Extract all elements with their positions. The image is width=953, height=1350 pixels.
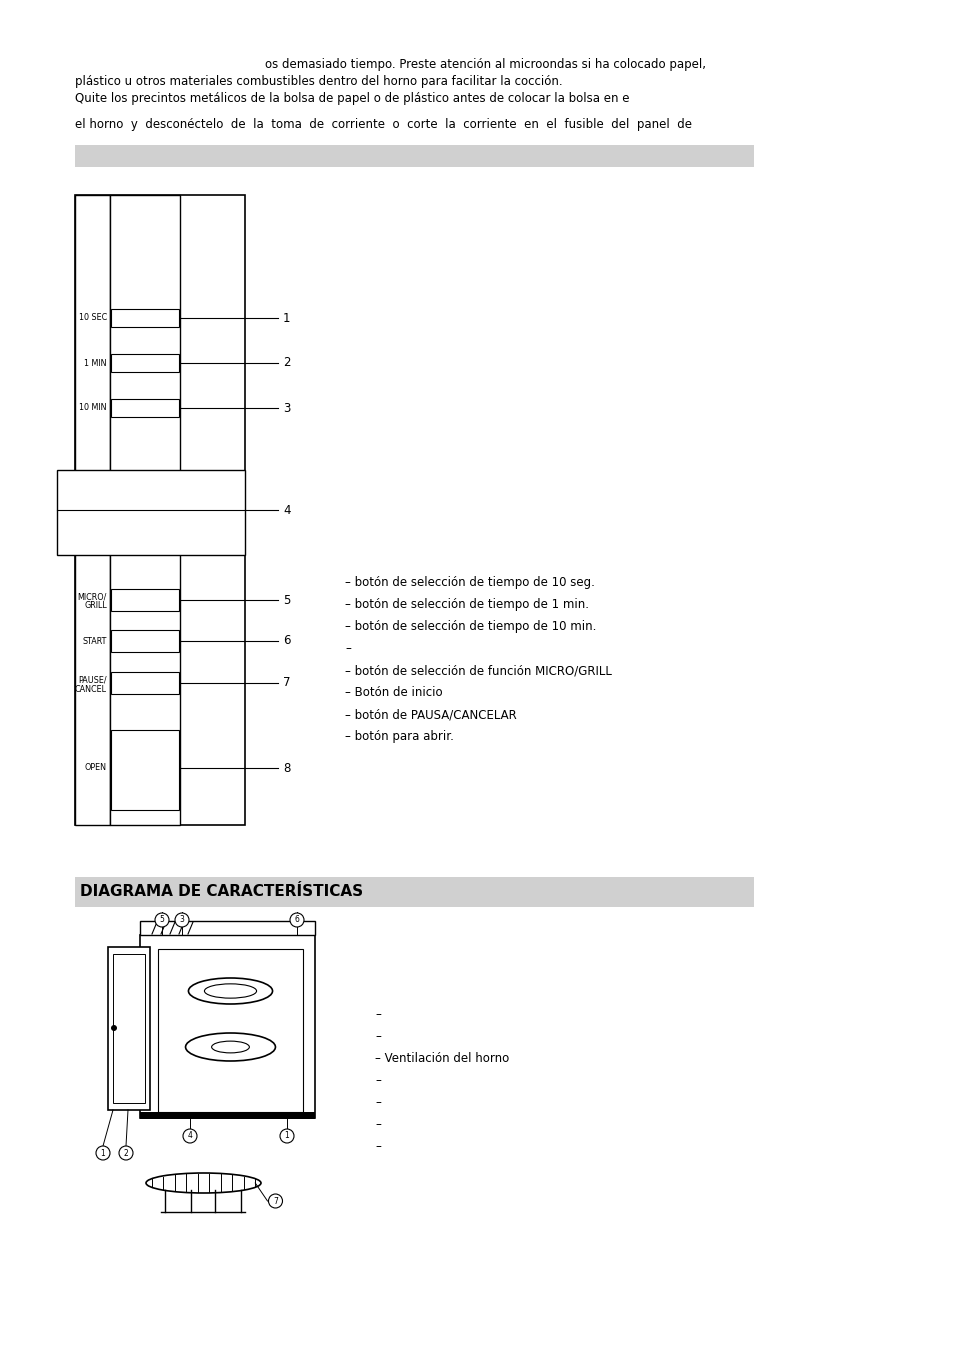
Bar xyxy=(75,144,753,167)
Text: 3: 3 xyxy=(283,401,290,414)
Circle shape xyxy=(290,913,304,927)
Circle shape xyxy=(280,1129,294,1143)
Circle shape xyxy=(111,1025,117,1031)
Text: – botón de selección de función MICRO/GRILL: – botón de selección de función MICRO/GR… xyxy=(345,664,611,676)
Text: 1: 1 xyxy=(100,1149,105,1157)
Text: –: – xyxy=(375,1030,380,1044)
Ellipse shape xyxy=(212,1041,249,1053)
Text: 10 MIN: 10 MIN xyxy=(79,404,107,413)
Ellipse shape xyxy=(204,984,256,998)
Bar xyxy=(111,400,179,417)
Circle shape xyxy=(154,913,169,927)
Text: 4: 4 xyxy=(188,1131,193,1141)
Text: plástico u otros materiales combustibles dentro del horno para facilitar la cocc: plástico u otros materiales combustibles… xyxy=(75,76,562,88)
Ellipse shape xyxy=(185,1033,275,1061)
Bar xyxy=(111,672,179,694)
Text: Quite los precintos metálicos de la bolsa de papel o de plástico antes de coloca: Quite los precintos metálicos de la bols… xyxy=(75,92,629,105)
Text: 6: 6 xyxy=(294,915,299,925)
Text: 2: 2 xyxy=(124,1149,129,1157)
Text: el horno  y  desconéctelo  de  la  toma  de  corriente  o  corte  la  corriente : el horno y desconéctelo de la toma de co… xyxy=(75,117,691,131)
Text: – botón de selección de tiempo de 10 seg.: – botón de selección de tiempo de 10 seg… xyxy=(345,576,595,589)
Ellipse shape xyxy=(146,1173,261,1193)
Circle shape xyxy=(174,913,189,927)
Text: – botón para abrir.: – botón para abrir. xyxy=(345,730,454,742)
Text: –: – xyxy=(375,1118,380,1131)
Text: 8: 8 xyxy=(283,761,290,775)
Circle shape xyxy=(183,1129,196,1143)
Text: MICRO/: MICRO/ xyxy=(77,593,107,602)
Bar xyxy=(111,630,179,652)
Bar xyxy=(75,878,753,907)
Bar xyxy=(75,194,110,825)
Text: 7: 7 xyxy=(273,1196,277,1206)
Bar xyxy=(140,921,314,936)
Text: – botón de selección de tiempo de 10 min.: – botón de selección de tiempo de 10 min… xyxy=(345,620,596,633)
Bar xyxy=(111,589,179,612)
Text: 10 SEC: 10 SEC xyxy=(79,313,107,323)
Circle shape xyxy=(96,1146,110,1160)
Text: 5: 5 xyxy=(159,915,164,925)
Text: 7: 7 xyxy=(283,676,291,690)
Bar xyxy=(108,946,150,1110)
Text: 1: 1 xyxy=(283,312,291,324)
Bar xyxy=(57,470,245,555)
Ellipse shape xyxy=(189,977,273,1004)
Text: –: – xyxy=(375,1075,380,1087)
Text: CANCEL: CANCEL xyxy=(75,684,107,694)
Text: 2: 2 xyxy=(283,356,291,370)
Text: 6: 6 xyxy=(283,634,291,648)
Text: 1: 1 xyxy=(284,1131,289,1141)
Text: –: – xyxy=(345,643,351,655)
Bar xyxy=(75,194,245,825)
Text: START: START xyxy=(83,636,107,645)
Bar xyxy=(111,309,179,327)
Text: PAUSE/: PAUSE/ xyxy=(78,675,107,684)
Bar xyxy=(110,194,180,825)
Bar xyxy=(111,730,179,810)
Bar xyxy=(112,954,145,1103)
Text: 5: 5 xyxy=(283,594,290,606)
Bar xyxy=(140,936,314,1118)
Text: –: – xyxy=(375,1008,380,1021)
Text: – botón de PAUSA/CANCELAR: – botón de PAUSA/CANCELAR xyxy=(345,707,517,721)
Text: 4: 4 xyxy=(283,504,291,517)
Text: – botón de selección de tiempo de 1 min.: – botón de selección de tiempo de 1 min. xyxy=(345,598,588,612)
Text: GRILL: GRILL xyxy=(84,602,107,610)
Bar xyxy=(111,354,179,373)
Circle shape xyxy=(119,1146,132,1160)
Bar xyxy=(158,949,303,1112)
Text: 1 MIN: 1 MIN xyxy=(85,359,107,367)
Text: –: – xyxy=(375,1096,380,1108)
Text: – Botón de inicio: – Botón de inicio xyxy=(345,686,442,699)
Circle shape xyxy=(268,1193,282,1208)
Text: OPEN: OPEN xyxy=(85,764,107,772)
Text: 3: 3 xyxy=(179,915,184,925)
Bar xyxy=(140,1112,314,1119)
Text: –: – xyxy=(375,1139,380,1153)
Text: DIAGRAMA DE CARACTERÍSTICAS: DIAGRAMA DE CARACTERÍSTICAS xyxy=(80,884,363,899)
Text: – Ventilación del horno: – Ventilación del horno xyxy=(375,1052,509,1065)
Text: os demasiado tiempo. Preste atención al microondas si ha colocado papel,: os demasiado tiempo. Preste atención al … xyxy=(265,58,705,72)
